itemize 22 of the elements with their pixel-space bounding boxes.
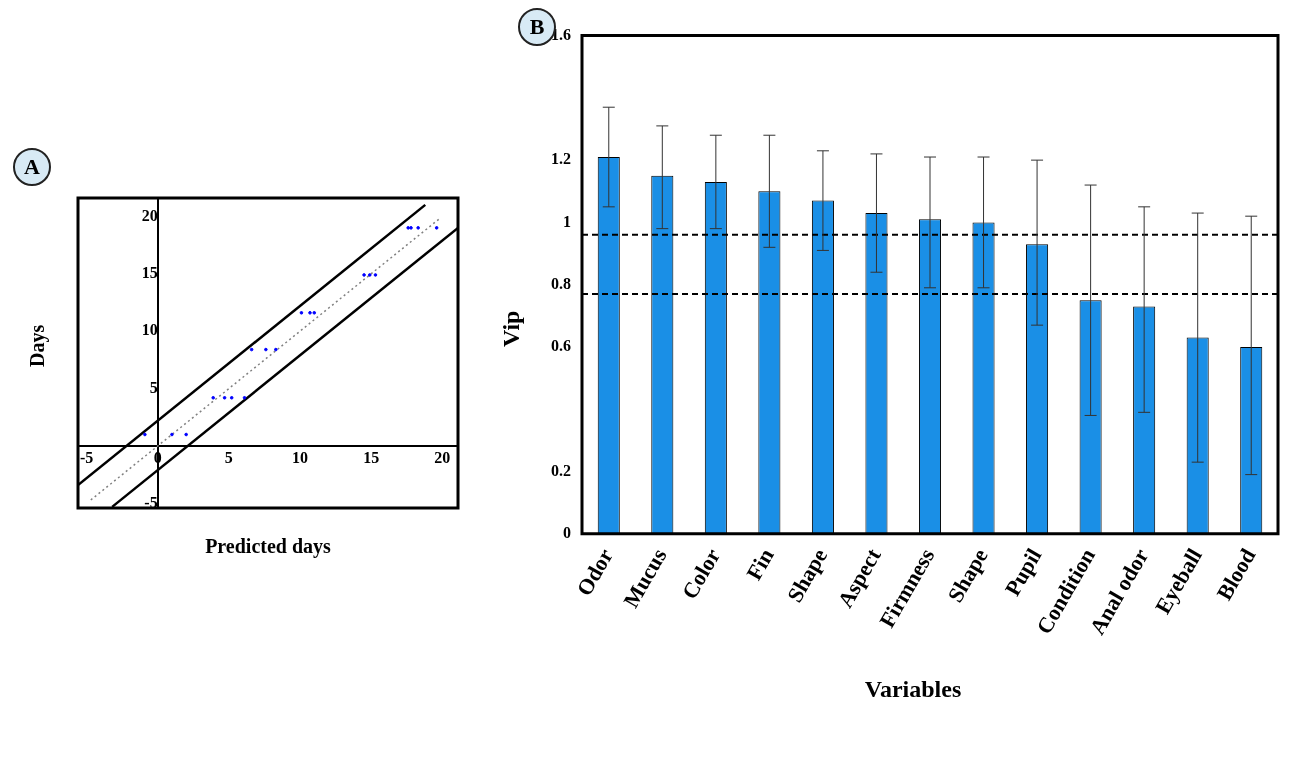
x-axis-title: Variables [863,676,963,703]
y-tick-label: 0.8 [551,274,571,292]
x-tick-label: 10 [292,448,309,466]
y-tick-label: 1.2 [551,150,571,168]
y-tick-label: 15 [141,263,158,281]
y-tick-label: 0.2 [551,461,571,479]
y-axis-title: Vip [498,310,525,347]
y-tick-label: 10 [141,321,158,339]
y-tick-label: 20 [141,206,158,224]
y-tick-label: 5 [149,378,158,396]
x-tick-label: 5 [224,448,233,466]
x-tick-label: -5 [79,448,94,466]
x-tick-label: Fin [741,544,779,585]
y-tick-label: 0 [563,523,571,541]
x-tick-label: 20 [434,448,451,466]
x-axis-title: Predicted days [204,535,332,558]
y-tick-label: 1 [563,212,571,230]
y-tick-label: 0.6 [551,337,571,355]
chart-title: B [529,14,545,39]
x-tick-label: 15 [363,448,380,466]
chart-title: A [13,148,51,186]
y-axis-title: Days [26,324,49,367]
